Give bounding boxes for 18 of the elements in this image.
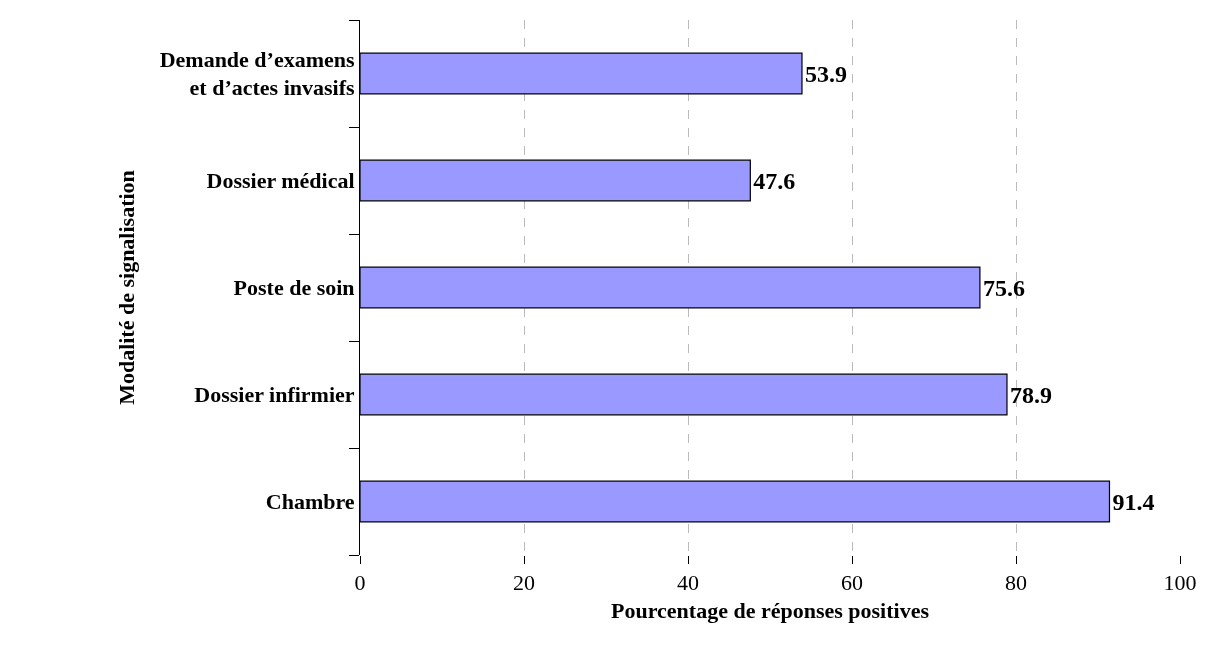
y-axis-title: Modalité de signalisation: [114, 170, 140, 405]
x-tick-label: 0: [354, 570, 366, 596]
data-label: 53.9: [804, 60, 847, 87]
x-axis-title: Pourcentage de réponses positives: [611, 598, 930, 624]
y-tick-label: Demande d’examens et d’actes invasifs: [159, 46, 356, 101]
data-label: 47.6: [753, 167, 796, 194]
y-tick-label: Dossier médical: [206, 168, 355, 194]
x-tick-label: 100: [1163, 570, 1197, 596]
y-tick-label: Chambre: [265, 489, 355, 515]
x-tick-label: 60: [841, 570, 863, 596]
data-label: 75.6: [982, 274, 1025, 301]
data-label: 91.4: [1112, 488, 1155, 515]
x-tick-label: 80: [1005, 570, 1027, 596]
x-tick-label: 20: [513, 570, 535, 596]
x-tick-label: 40: [677, 570, 699, 596]
data-label: 78.9: [1009, 381, 1052, 408]
y-tick-label: Poste de soin: [233, 275, 355, 301]
y-tick-label: Dossier infirmier: [194, 382, 355, 408]
